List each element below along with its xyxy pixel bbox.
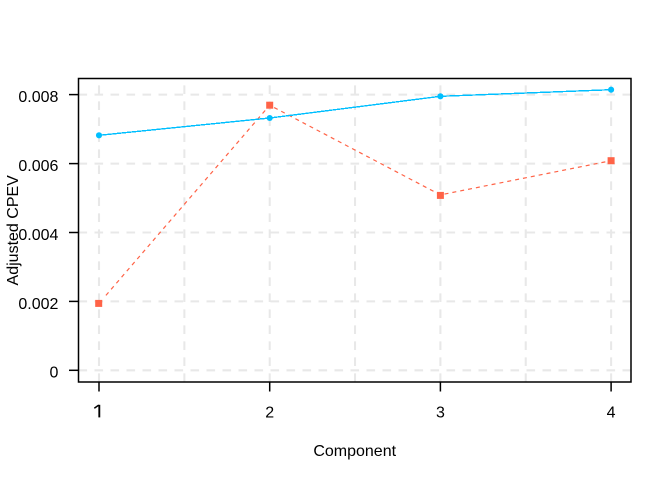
svg-text:Component: Component <box>313 443 396 460</box>
svg-text:4: 4 <box>607 404 616 421</box>
svg-text:0.008: 0.008 <box>18 89 58 106</box>
svg-text:0.002: 0.002 <box>18 296 58 313</box>
svg-text:Adjusted CPEV: Adjusted CPEV <box>5 175 22 286</box>
svg-text:0.006: 0.006 <box>18 158 58 175</box>
svg-text:3: 3 <box>436 404 445 421</box>
svg-text:2: 2 <box>265 404 274 421</box>
svg-text:0: 0 <box>49 365 58 382</box>
svg-text:0.004: 0.004 <box>18 227 58 244</box>
